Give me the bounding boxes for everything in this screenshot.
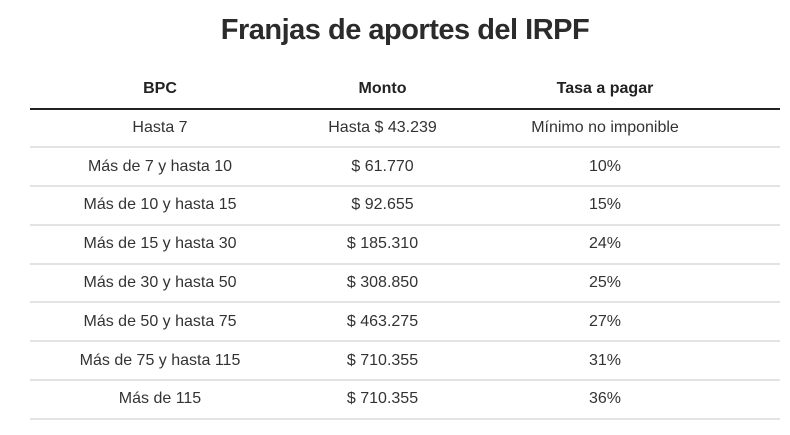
cell-bpc: Más de 115 — [118, 390, 202, 408]
irpf-brackets-table: BPC Monto Tasa a pagar Hasta 7 Hasta $ 4… — [30, 70, 780, 420]
cell-tasa: 27% — [588, 312, 622, 330]
cell-tasa: 24% — [588, 235, 622, 253]
cell-monto: $ 92.655 — [351, 196, 414, 214]
cell-bpc: Más de 75 y hasta 115 — [79, 351, 241, 369]
cell-bpc: Más de 15 y hasta 30 — [83, 235, 237, 253]
table-row: Más de 75 y hasta 115 $ 710.355 31% — [30, 342, 780, 382]
table-row: Más de 7 y hasta 10 $ 61.770 10% — [30, 148, 780, 188]
column-header-tasa: Tasa a pagar — [556, 79, 654, 97]
table-title: Franjas de aportes del IRPF — [220, 14, 590, 46]
table-row: Más de 15 y hasta 30 $ 185.310 24% — [30, 226, 780, 265]
cell-monto: $ 185.310 — [346, 235, 419, 253]
cell-tasa: Mínimo no imponible — [531, 118, 679, 136]
cell-tasa: 36% — [588, 390, 622, 408]
table-row: Más de 10 y hasta 15 $ 92.655 15% — [30, 187, 780, 226]
column-header-bpc: BPC — [143, 79, 177, 97]
cell-bpc: Hasta 7 — [132, 118, 188, 136]
cell-tasa: 31% — [588, 351, 622, 369]
cell-bpc: Más de 7 y hasta 10 — [87, 157, 233, 175]
table-row: Más de 115 $ 710.355 36% — [30, 381, 780, 420]
cell-monto: Hasta $ 43.239 — [328, 118, 437, 136]
table-row: Más de 30 y hasta 50 $ 308.850 25% — [30, 265, 780, 304]
cell-monto: $ 710.355 — [346, 390, 419, 408]
table-header-row: BPC Monto Tasa a pagar — [30, 70, 780, 110]
table-row: Más de 50 y hasta 75 $ 463.275 27% — [30, 303, 780, 343]
cell-bpc: Más de 30 y hasta 50 — [83, 274, 237, 292]
cell-tasa: 25% — [588, 274, 622, 292]
cell-monto: $ 710.355 — [346, 351, 419, 369]
cell-monto: $ 61.770 — [351, 157, 414, 175]
cell-bpc: Más de 50 y hasta 75 — [83, 312, 237, 330]
cell-monto: $ 463.275 — [346, 312, 419, 330]
cell-tasa: 15% — [588, 196, 622, 214]
table-row: Hasta 7 Hasta $ 43.239 Mínimo no imponib… — [30, 110, 780, 149]
column-header-monto: Monto — [358, 79, 407, 97]
cell-tasa: 10% — [588, 157, 622, 175]
cell-bpc: Más de 10 y hasta 15 — [83, 196, 237, 214]
cell-monto: $ 308.850 — [346, 274, 419, 292]
